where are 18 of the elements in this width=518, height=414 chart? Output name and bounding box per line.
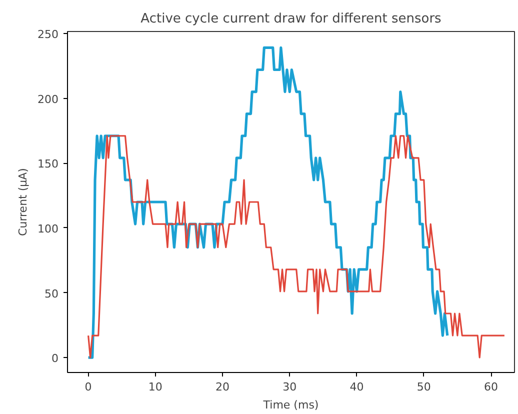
y-tick-label: 250 (38, 28, 59, 41)
line-series (88, 135, 506, 358)
y-tick-label: 150 (38, 158, 59, 171)
x-tick-label: 0 (84, 380, 92, 394)
y-axis-title: Current (µA) (16, 168, 30, 236)
x-tick-label: 60 (484, 380, 498, 394)
y-tick-label: 100 (38, 222, 59, 236)
x-tick-label: 50 (416, 380, 431, 394)
x-axis-title: Time (ms) (262, 398, 319, 412)
x-tick-label: 20 (216, 380, 230, 394)
chart-title: Active cycle current draw for different sensors (140, 12, 442, 26)
line-series (87, 46, 449, 359)
x-tick-label: 30 (282, 380, 297, 394)
x-tick-label: 40 (350, 380, 364, 394)
x-tick-label: 10 (148, 380, 162, 394)
y-tick-label: 200 (38, 92, 59, 106)
y-tick-label: 0 (52, 352, 58, 366)
y-tick-label: 50 (44, 287, 59, 300)
